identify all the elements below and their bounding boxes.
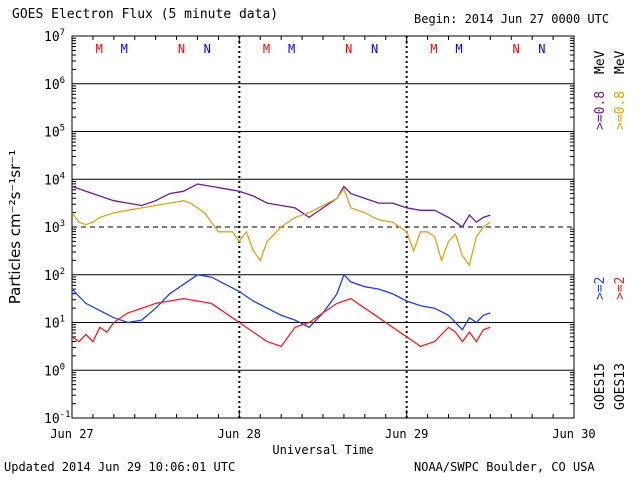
legend-entry: >=0.8 xyxy=(613,91,628,130)
legend-entry: GOES15 xyxy=(593,363,608,410)
orbit-marker: N xyxy=(204,42,211,56)
legend-entry: >=2 xyxy=(613,277,628,300)
orbit-marker: M xyxy=(263,42,270,56)
y-axis-label: Particles cm⁻²s⁻¹sr⁻¹ xyxy=(6,150,24,304)
x-tick-label: Jun 29 xyxy=(385,427,428,441)
orbit-marker: N xyxy=(513,42,520,56)
legend-entry: >=0.8 xyxy=(593,91,608,130)
x-tick-label: Jun 27 xyxy=(50,427,93,441)
y-tick-label: 103 xyxy=(44,219,65,236)
legend-entry: MeV xyxy=(613,50,628,74)
y-tick-label: 10-1 xyxy=(44,410,71,427)
chart-title: GOES Electron Flux (5 minute data) xyxy=(12,7,279,22)
orbit-marker: N xyxy=(178,42,185,56)
orbit-marker: M xyxy=(96,42,103,56)
orbit-marker: M xyxy=(288,42,295,56)
x-axis-label: Universal Time xyxy=(272,443,373,457)
updated-time: Updated 2014 Jun 29 10:06:01 UTC xyxy=(4,460,236,474)
y-tick-label: 102 xyxy=(44,267,65,284)
legend-entry: GOES13 xyxy=(613,363,628,410)
legend-entry: MeV xyxy=(593,50,608,74)
x-tick-label: Jun 30 xyxy=(552,427,595,441)
credit-text: NOAA/SWPC Boulder, CO USA xyxy=(414,460,595,474)
y-tick-label: 107 xyxy=(44,28,65,45)
begin-time: Begin: 2014 Jun 27 0000 UTC xyxy=(414,12,610,26)
orbit-marker: M xyxy=(121,42,128,56)
y-tick-label: 106 xyxy=(44,76,65,93)
orbit-marker: N xyxy=(371,42,378,56)
y-tick-label: 101 xyxy=(44,315,65,332)
y-tick-label: 100 xyxy=(44,362,65,379)
y-tick-label: 105 xyxy=(44,124,65,141)
legend-entry: >=2 xyxy=(593,277,608,300)
y-tick-label: 104 xyxy=(44,171,65,188)
x-tick-label: Jun 28 xyxy=(218,427,261,441)
series-line xyxy=(71,187,491,267)
series-line xyxy=(71,273,491,331)
orbit-marker: N xyxy=(345,42,352,56)
orbit-marker: N xyxy=(538,42,545,56)
orbit-marker: M xyxy=(430,42,437,56)
series-line xyxy=(71,297,491,348)
orbit-marker: M xyxy=(455,42,462,56)
series-line xyxy=(71,183,491,228)
